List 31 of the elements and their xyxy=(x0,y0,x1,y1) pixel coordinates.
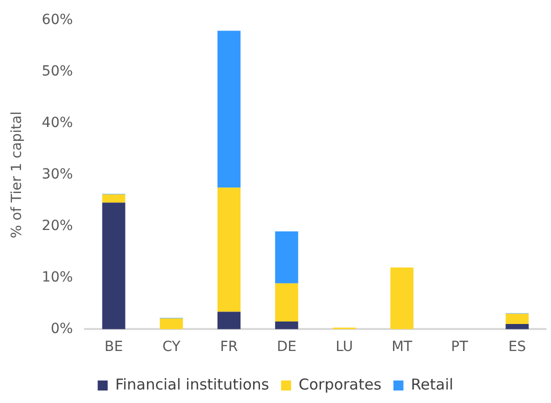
x-tick-label: CY xyxy=(162,339,181,356)
x-tick-label: MT xyxy=(392,339,413,356)
y-tick-label: 60% xyxy=(42,12,73,28)
bar xyxy=(275,283,298,322)
bar xyxy=(390,267,414,330)
x-tick-label: ES xyxy=(508,339,526,356)
y-tick-label: 20% xyxy=(42,218,73,234)
y-tick-label: 40% xyxy=(42,114,73,131)
bar xyxy=(102,194,126,203)
x-tick-label: BE xyxy=(104,339,123,356)
x-tick-label: FR xyxy=(220,339,238,356)
bar xyxy=(217,188,241,312)
bar xyxy=(506,324,529,330)
bar xyxy=(275,321,298,330)
x-tick-label: LU xyxy=(336,339,353,356)
legend-label: Retail xyxy=(410,375,454,394)
y-tick-label: 10% xyxy=(42,269,73,286)
y-tick-label: 50% xyxy=(42,64,73,80)
bar xyxy=(160,318,183,330)
y-tick-label: 0% xyxy=(50,320,73,337)
y-axis-title: % of Tier 1 capital xyxy=(9,111,26,238)
legend-label: Financial institutions xyxy=(115,375,270,394)
legend-label: Corporates xyxy=(298,375,382,394)
bar xyxy=(217,30,241,188)
bar xyxy=(217,312,241,330)
x-tick-label: PT xyxy=(451,339,468,356)
bar xyxy=(102,202,126,330)
x-tick-label: DE xyxy=(276,339,296,356)
bar xyxy=(275,231,298,284)
bar xyxy=(506,314,529,324)
y-tick-label: 30% xyxy=(42,166,73,182)
